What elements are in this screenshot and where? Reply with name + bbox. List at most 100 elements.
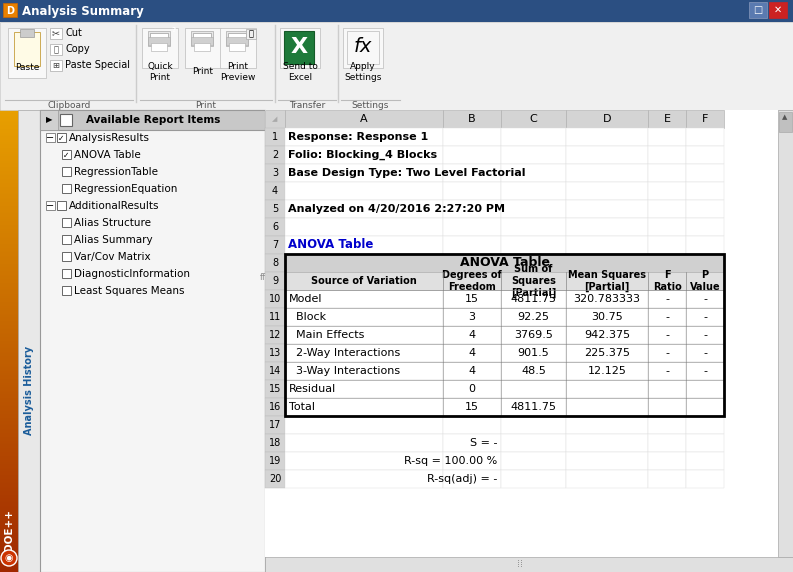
Text: 🔍: 🔍	[248, 30, 254, 38]
Text: Model: Model	[289, 294, 323, 304]
Text: 18: 18	[269, 438, 282, 448]
Text: R-sq(adj) = -: R-sq(adj) = -	[427, 474, 497, 484]
Text: Settings: Settings	[351, 101, 389, 109]
Bar	[566, 146, 648, 164]
Text: 4: 4	[272, 186, 278, 196]
Bar	[265, 344, 285, 362]
Bar	[228, 33, 246, 43]
Bar	[148, 31, 170, 46]
Bar	[40, 110, 265, 572]
Bar	[150, 33, 168, 43]
Bar	[501, 146, 566, 164]
Bar	[501, 182, 566, 200]
Bar	[8, 28, 46, 78]
Bar	[566, 452, 648, 470]
Bar	[566, 200, 648, 218]
Text: ANOVA Table: ANOVA Table	[288, 239, 374, 252]
Bar	[686, 452, 724, 470]
Bar	[285, 290, 443, 308]
Text: 11: 11	[269, 312, 282, 322]
Bar	[285, 272, 443, 290]
Text: 3: 3	[469, 312, 476, 322]
Text: Source of Variation: Source of Variation	[311, 276, 417, 286]
Bar	[686, 110, 724, 128]
Bar	[686, 254, 724, 272]
Bar	[265, 236, 285, 254]
Text: F: F	[702, 114, 708, 124]
Text: -: -	[665, 330, 669, 340]
Bar	[501, 434, 566, 452]
Bar	[46, 201, 55, 210]
Text: Total: Total	[289, 402, 315, 412]
Circle shape	[1, 550, 17, 566]
Text: B: B	[468, 114, 476, 124]
Text: Clipboard: Clipboard	[48, 101, 90, 109]
Text: -: -	[703, 366, 707, 376]
Bar	[501, 344, 566, 362]
Bar	[648, 326, 686, 344]
Bar	[285, 470, 443, 488]
Bar	[648, 110, 686, 128]
Text: ✓: ✓	[59, 133, 65, 142]
Bar	[193, 33, 211, 43]
Bar	[566, 434, 648, 452]
Bar	[60, 114, 72, 126]
Bar	[285, 434, 443, 452]
Bar	[443, 110, 501, 128]
Bar	[285, 218, 443, 236]
Bar	[285, 254, 724, 416]
Text: 3: 3	[272, 168, 278, 178]
Text: DOE++: DOE++	[4, 509, 14, 551]
Bar	[648, 128, 686, 146]
Bar	[686, 164, 724, 182]
Bar	[285, 398, 443, 416]
Bar	[265, 380, 285, 398]
Text: Folio: Blocking_4 Blocks: Folio: Blocking_4 Blocks	[288, 150, 437, 160]
Bar	[566, 326, 648, 344]
Bar	[566, 236, 648, 254]
Bar	[285, 416, 443, 434]
Bar	[648, 290, 686, 308]
Text: Alias Structure: Alias Structure	[74, 218, 151, 228]
Bar	[265, 272, 285, 290]
Text: 12: 12	[269, 330, 282, 340]
Bar	[265, 110, 285, 128]
Bar	[443, 452, 501, 470]
Bar	[0, 0, 793, 22]
Bar	[265, 452, 285, 470]
Bar	[501, 200, 566, 218]
Bar	[151, 43, 167, 51]
Text: -: -	[703, 294, 707, 304]
Bar	[443, 290, 501, 308]
Text: 5: 5	[272, 204, 278, 214]
Text: Print: Print	[193, 67, 213, 77]
Bar	[265, 200, 285, 218]
Bar	[284, 31, 314, 64]
Bar	[686, 146, 724, 164]
Text: 9: 9	[272, 276, 278, 286]
Bar	[265, 434, 285, 452]
Bar	[62, 269, 71, 278]
Bar	[265, 128, 285, 146]
Text: ▲: ▲	[783, 114, 787, 120]
Text: 942.375: 942.375	[584, 330, 630, 340]
Text: 17: 17	[269, 420, 282, 430]
Bar	[443, 164, 501, 182]
Bar	[18, 110, 40, 572]
Bar	[648, 416, 686, 434]
Text: ANOVA Table: ANOVA Table	[459, 256, 550, 269]
Bar	[285, 362, 443, 380]
Text: Paste: Paste	[15, 63, 39, 73]
Text: -: -	[665, 294, 669, 304]
Bar	[220, 28, 256, 68]
Bar	[265, 326, 285, 344]
Text: AdditionalResults: AdditionalResults	[69, 201, 159, 211]
Text: 16: 16	[269, 402, 282, 412]
Bar	[265, 398, 285, 416]
Bar	[443, 272, 501, 290]
Bar	[50, 44, 62, 55]
Bar	[501, 164, 566, 182]
Text: 6: 6	[272, 222, 278, 232]
Bar	[57, 201, 66, 210]
Text: Mean Squares
[Partial]: Mean Squares [Partial]	[568, 270, 646, 292]
